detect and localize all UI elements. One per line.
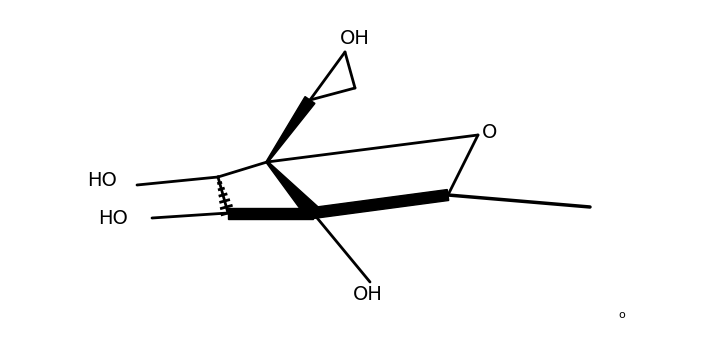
Text: HO: HO (87, 170, 117, 189)
Text: OH: OH (340, 28, 370, 48)
Text: O: O (482, 122, 497, 142)
Text: o: o (618, 310, 626, 320)
Text: HO: HO (98, 209, 128, 228)
Polygon shape (266, 96, 315, 163)
Polygon shape (228, 208, 313, 219)
Polygon shape (266, 161, 319, 218)
Text: OH: OH (353, 286, 383, 305)
Polygon shape (312, 189, 449, 219)
